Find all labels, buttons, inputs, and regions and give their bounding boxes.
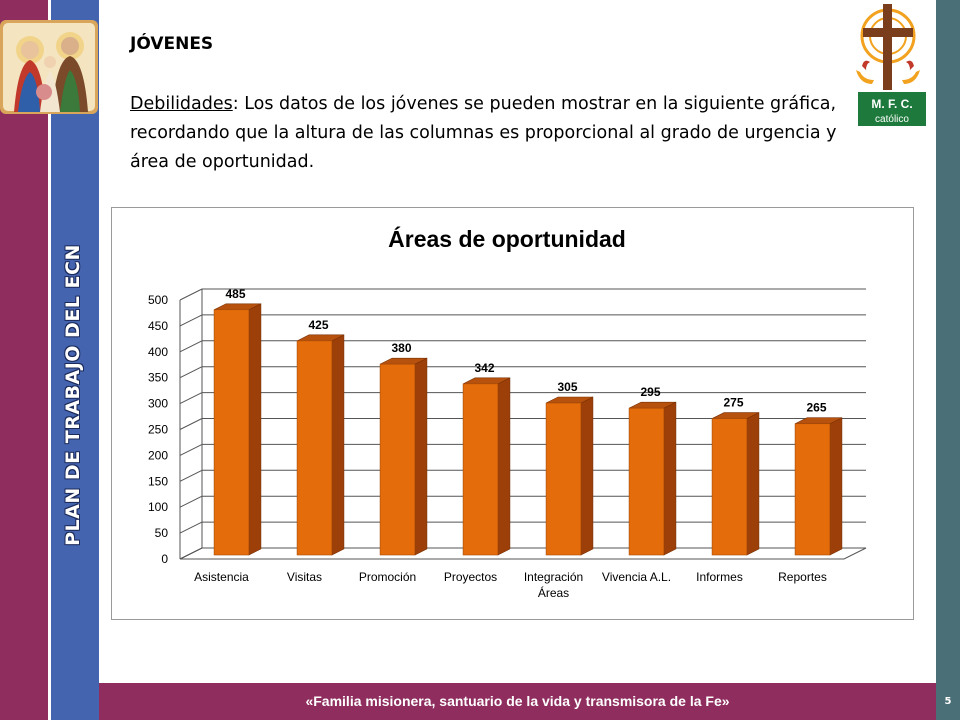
y-tick-label: 0 bbox=[161, 552, 168, 566]
chart-floor bbox=[179, 547, 867, 560]
bar-side bbox=[746, 412, 760, 556]
x-tick-label: Promoción bbox=[359, 570, 416, 584]
x-tick-label: Vivencia A.L. bbox=[602, 570, 671, 584]
x-tick-label: Asistencia bbox=[194, 570, 249, 584]
gridline-depth bbox=[179, 495, 203, 508]
section-heading: JÓVENES bbox=[130, 34, 214, 54]
right-teal-strip bbox=[936, 0, 960, 720]
bar-side bbox=[331, 334, 345, 556]
y-tick-label: 500 bbox=[148, 293, 168, 307]
bar bbox=[379, 363, 416, 556]
bar bbox=[711, 418, 748, 556]
description-text: : Los datos de los jóvenes se pueden mos… bbox=[130, 94, 837, 172]
bar bbox=[296, 340, 333, 556]
gridline-depth bbox=[179, 314, 203, 327]
chart-title: Áreas de oportunidad bbox=[388, 225, 626, 252]
x-tick-label: Informes bbox=[696, 570, 743, 584]
bar bbox=[462, 383, 499, 556]
y-tick-label: 250 bbox=[148, 423, 168, 437]
bar bbox=[213, 309, 250, 556]
bar-side bbox=[580, 396, 594, 556]
x-tick-label: Visitas bbox=[287, 570, 322, 584]
left-blue-strip bbox=[51, 0, 99, 720]
sidebar-title: PLAN DE TRABAJO DEL ECN bbox=[62, 244, 84, 546]
y-tick-label: 50 bbox=[155, 526, 169, 540]
bar-side bbox=[829, 417, 843, 556]
mfc-logo: M. F. C. católico bbox=[856, 4, 926, 126]
weaknesses-label: Debilidades bbox=[130, 94, 233, 114]
bar bbox=[545, 402, 582, 556]
bar-side bbox=[414, 357, 428, 556]
bar bbox=[794, 423, 831, 556]
x-tick-label: Reportes bbox=[778, 570, 827, 584]
x-tick-label: Proyectos bbox=[444, 570, 497, 584]
bar-value-label: 380 bbox=[391, 341, 411, 355]
bar-value-label: 275 bbox=[723, 396, 743, 410]
gridline-depth bbox=[179, 340, 203, 353]
bar-value-label: 425 bbox=[308, 318, 328, 332]
description-paragraph: Debilidades: Los datos de los jóvenes se… bbox=[130, 90, 850, 177]
gridline-depth bbox=[179, 418, 203, 430]
y-tick-label: 350 bbox=[148, 371, 168, 385]
bar-value-label: 305 bbox=[557, 380, 577, 394]
bar-side bbox=[663, 401, 677, 556]
y-tick-label: 150 bbox=[148, 474, 168, 488]
bar-chart: Áreas de oportunidad 0 50 100 150 200 250 300 3… bbox=[111, 207, 914, 620]
left-maroon-strip bbox=[0, 0, 48, 720]
bar bbox=[628, 407, 665, 556]
bar-value-label: 342 bbox=[474, 361, 494, 375]
bar-side bbox=[497, 377, 511, 556]
svg-text:católico: católico bbox=[875, 114, 909, 125]
bar-value-label: 265 bbox=[806, 401, 826, 415]
x-tick-label: Integración bbox=[524, 570, 583, 584]
bar-side bbox=[248, 303, 262, 556]
bar-value-label: 295 bbox=[640, 385, 660, 399]
holy-family-image bbox=[0, 20, 98, 114]
x-tick-label: Áreas bbox=[538, 585, 569, 600]
gridline-depth bbox=[179, 366, 203, 379]
footer-motto: «Familia misionera, santuario de la vida… bbox=[99, 683, 936, 720]
y-tick-label: 200 bbox=[148, 448, 168, 462]
svg-text:M. F. C.: M. F. C. bbox=[871, 97, 912, 111]
y-tick-label: 300 bbox=[148, 397, 168, 411]
y-tick-label: 100 bbox=[148, 500, 168, 514]
page-number: 5 bbox=[944, 696, 952, 707]
gridline-depth bbox=[179, 469, 203, 482]
y-tick-label: 450 bbox=[148, 319, 168, 333]
bar-value-label: 485 bbox=[225, 287, 245, 301]
left-strip-divider bbox=[48, 0, 51, 720]
gridline-depth bbox=[179, 392, 203, 405]
y-tick-label: 400 bbox=[148, 345, 168, 359]
gridline-depth bbox=[179, 443, 203, 456]
gridline-depth bbox=[179, 288, 203, 301]
gridline-depth bbox=[179, 521, 203, 534]
